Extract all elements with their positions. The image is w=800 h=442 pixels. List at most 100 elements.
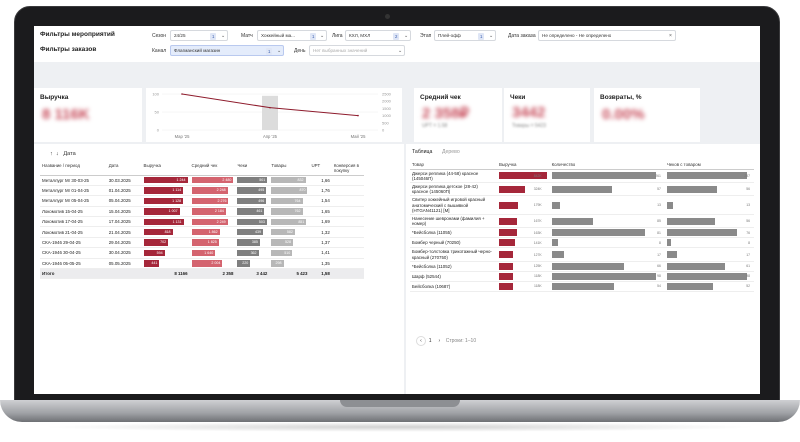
qty-value: 57	[657, 187, 661, 192]
chk-bar	[666, 229, 738, 237]
season-select[interactable]: 24/25 1 ⌄	[170, 30, 228, 41]
table-row[interactable]: Бомбер черный (70250) 141K 8 8	[410, 237, 754, 249]
table-row[interactable]: Нанесение шевронами (фамилия + номер) 167…	[410, 214, 754, 229]
sort-down-icon[interactable]: ↓	[55, 151, 59, 157]
dashboard-screen: Фильтры мероприятий Сезон 24/25 1 ⌄ Матч…	[34, 26, 760, 394]
column-header[interactable]: Название / период	[40, 162, 107, 176]
row-conversion	[331, 185, 364, 197]
chk-bar	[666, 201, 674, 209]
order-date-value: Не определено - Не определено	[542, 33, 612, 38]
chk-value: 98	[746, 274, 750, 279]
y2-tick-label: 2500	[382, 92, 392, 97]
bar-cell: 118K	[497, 271, 550, 282]
goods-bar: 870	[271, 187, 308, 194]
league-select[interactable]: КХЛ, МХЛ 2 ⌄	[345, 30, 411, 41]
column-header[interactable]: Выручка	[497, 160, 550, 170]
goods-value: 510	[284, 250, 291, 255]
trend-chart-card: 0 50 100 0 500 1000 1500 2000 2500 Мар '25 Апр '25…	[146, 88, 402, 142]
table-row[interactable]: Локомотив 21-04-25 21.04.2025 818 1 862 439 5…	[40, 226, 364, 238]
channel-select[interactable]: Флагманский магазин 1 ⌄	[170, 45, 284, 56]
league-count-badge: 2	[393, 32, 400, 40]
stage-value: Плей-офф	[438, 33, 461, 38]
events-filters-title: Фильтры мероприятий	[40, 31, 115, 38]
column-header[interactable]: Выручка	[141, 162, 190, 176]
bar-cell: 163K	[497, 227, 550, 239]
order-date-input[interactable]: Не определено - Не определено ×	[538, 30, 676, 41]
revenue-card: Выручка 8 116K	[34, 88, 142, 142]
column-header[interactable]: Количество	[549, 160, 665, 170]
table-row[interactable]: Металлург Мг 01-04-25 01.04.2025 1 114 2 24…	[40, 185, 364, 197]
row-name: СКА-1946 05-05-25	[40, 258, 107, 270]
match-value: Хоккейный ма...	[261, 33, 295, 38]
current-page[interactable]: 1	[428, 338, 432, 344]
table-row[interactable]: Свитер хоккейный игровой красный анатоми…	[410, 195, 754, 215]
chk-bar	[666, 217, 715, 225]
goods-value: 870	[299, 188, 306, 193]
match-select[interactable]: Хоккейный ма... 1 ⌄	[257, 30, 327, 41]
column-header[interactable]: UPT	[309, 162, 332, 176]
column-header[interactable]: Дата	[106, 162, 142, 176]
total-upt: 1,58	[309, 268, 332, 280]
row-upt: 1,41	[309, 247, 332, 259]
total-avg: 2 358	[189, 268, 236, 280]
sort-up-icon[interactable]: ↑	[50, 151, 53, 157]
clear-icon[interactable]: ×	[669, 32, 672, 39]
rev-value: 842K	[533, 173, 542, 178]
qty-value: 81	[657, 230, 661, 235]
column-header[interactable]: Конверсия в покупку	[331, 162, 364, 176]
row-date: 05.04.2025	[106, 195, 142, 207]
goods-bar: 764	[271, 197, 303, 205]
column-header[interactable]: Чеков с товаром	[664, 160, 754, 170]
bar-cell: 594	[141, 247, 190, 259]
row-date: 29.04.2025	[106, 237, 142, 249]
events-table: Название / период Дата Выручка Средний ч…	[40, 162, 364, 280]
filters-panel: Фильтры мероприятий Сезон 24/25 1 ⌄ Матч…	[34, 26, 760, 62]
table-row[interactable]: СКА-1946 05-05-25 05.05.2025 441 2 004 220 29…	[40, 258, 364, 270]
goods-value: 832	[297, 177, 304, 182]
chk-bar: 501	[237, 176, 268, 184]
tab-tree[interactable]: Дерево	[442, 149, 460, 155]
table-row[interactable]: Бомбер-толстовка трикотажный черно-красн…	[410, 247, 754, 262]
table-row[interactable]: Металлург Мг 30-03-25 30.03.2025 1 244 2 48…	[40, 175, 364, 186]
bar-cell: 441	[141, 258, 190, 270]
column-header[interactable]: Средний чек	[189, 162, 236, 176]
bar-cell: 98	[664, 271, 754, 282]
column-header[interactable]: Товар	[410, 160, 497, 170]
bar-cell: 2 184	[189, 206, 236, 218]
total-rev: 8 1166	[141, 268, 190, 280]
day-select[interactable]: Нет выбранных значений ⌄	[309, 45, 405, 56]
stage-count-badge: 1	[478, 32, 485, 40]
goods-bar: 528	[271, 239, 294, 246]
table-row[interactable]: *Бейсболка (11052) 125K 66 61	[410, 261, 754, 272]
rev-value: 167K	[533, 219, 542, 224]
table-row[interactable]: Локомотив 15-04-25 15.04.2025 1 007 2 184 46…	[40, 206, 364, 218]
table-row[interactable]: Бейсболка (10687) 118K 54 52	[410, 281, 754, 292]
table-row[interactable]: Локомотив 17-04-25 17.04.2025 1 131 2 249 50…	[40, 216, 364, 228]
qty-bar	[551, 239, 558, 247]
prev-page-button[interactable]: ‹	[416, 336, 426, 346]
rev-bar: 1 128	[143, 197, 184, 205]
sort-field-label[interactable]: Дата	[63, 151, 76, 157]
row-name: Металлург Мг 01-04-25	[40, 185, 107, 197]
table-row[interactable]: СКА-1946 30-04-25 30.04.2025 594 1 640 362 51…	[40, 247, 364, 259]
rev-value: 441	[151, 261, 158, 266]
table-row[interactable]: Джерси реплика детское (28-42) красное (…	[410, 182, 754, 197]
table-row[interactable]: Металлург Мг 05-04-25 05.04.2025 1 128 2 27…	[40, 195, 364, 207]
table-row[interactable]: Шарф (52544) 118K 98 98	[410, 271, 754, 282]
table-row[interactable]: Джерси реплика (44-58) красное (145046П)…	[410, 169, 754, 183]
stage-select[interactable]: Плей-офф 1 ⌄	[434, 30, 496, 41]
tab-table[interactable]: Таблица	[412, 149, 433, 155]
next-page-button[interactable]: ›	[438, 338, 441, 344]
line-point	[269, 106, 271, 109]
table-row[interactable]: *Бейсболка (11055) 163K 81 76	[410, 227, 754, 239]
rev-bar: 818	[143, 228, 173, 236]
column-header[interactable]: Чеки	[235, 162, 270, 176]
events-table-header: Название / период Дата Выручка Средний ч…	[40, 162, 364, 176]
table-row[interactable]: СКА-1946 29-04-25 29.04.2025 702 1 825 385 52…	[40, 237, 364, 249]
bar-cell: 1 640	[189, 247, 236, 259]
goods-bar: 510	[271, 249, 293, 257]
checks-value: 3442	[512, 104, 546, 121]
laptop-base	[0, 400, 800, 422]
y2-tick-label: 500	[382, 120, 389, 125]
column-header[interactable]: Товары	[269, 162, 310, 176]
